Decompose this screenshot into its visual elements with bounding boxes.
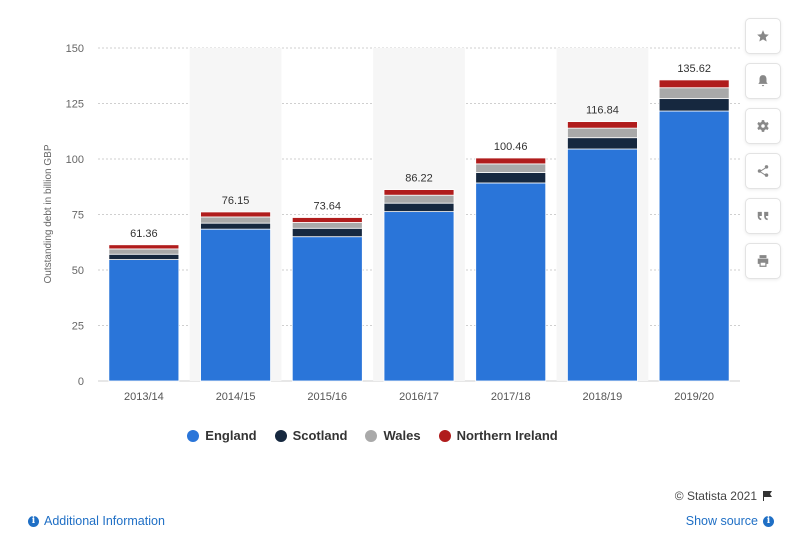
- legend-item-scotland[interactable]: Scotland: [274, 428, 348, 443]
- bar-segment-england[interactable]: [291, 236, 363, 382]
- bar-segment-england[interactable]: [658, 110, 730, 382]
- cite-button[interactable]: [745, 198, 781, 234]
- y-tick-label: 150: [66, 43, 84, 55]
- gear-icon: [757, 120, 769, 132]
- bar-segment-wales[interactable]: [567, 127, 638, 139]
- star-icon: [757, 30, 769, 42]
- legend-item-northern-ireland[interactable]: Northern Ireland: [438, 428, 558, 443]
- x-tick-label: 2016/17: [399, 391, 439, 403]
- total-data-label: 73.64: [314, 201, 342, 213]
- quote-icon: [757, 211, 769, 221]
- legend-item-england[interactable]: England: [187, 428, 257, 443]
- bar-segment-england[interactable]: [475, 182, 547, 382]
- legend-swatch-england: [187, 429, 200, 442]
- legend-label: England: [205, 428, 257, 443]
- x-tick-label: 2013/14: [124, 391, 164, 403]
- show-source-link[interactable]: Show source i: [686, 514, 774, 528]
- bar-segment-northern-ireland[interactable]: [383, 189, 455, 196]
- x-tick-label: 2017/18: [491, 391, 531, 403]
- y-tick-label: 125: [66, 99, 84, 111]
- legend: England Scotland Wales Northern Ireland: [0, 428, 745, 443]
- total-data-label: 100.46: [494, 141, 528, 153]
- credit-text: © Statista 2021: [674, 489, 757, 503]
- bar-segment-scotland[interactable]: [383, 202, 455, 213]
- bar-segment-wales[interactable]: [658, 87, 730, 100]
- bar-segment-scotland[interactable]: [291, 227, 363, 238]
- bar-segment-northern-ireland[interactable]: [200, 211, 271, 218]
- share-icon: [757, 165, 769, 177]
- y-tick-label: 25: [72, 321, 84, 333]
- bar-segment-scotland[interactable]: [200, 222, 271, 230]
- info-icon: i: [28, 515, 39, 527]
- x-tick-label: 2015/16: [307, 391, 347, 403]
- y-tick-label: 50: [72, 265, 84, 277]
- flag-icon: [763, 491, 772, 501]
- bar-segment-scotland[interactable]: [567, 137, 638, 150]
- y-tick-label: 100: [66, 154, 84, 166]
- x-tick-label: 2014/15: [216, 391, 256, 403]
- y-axis-label: Outstanding debt in billion GBP: [43, 144, 54, 283]
- legend-label: Wales: [383, 428, 421, 443]
- total-data-label: 135.62: [677, 63, 711, 75]
- legend-swatch-wales: [365, 429, 378, 442]
- legend-swatch-northern-ireland: [438, 429, 451, 442]
- legend-item-wales[interactable]: Wales: [365, 428, 421, 443]
- statista-credit[interactable]: © Statista 2021: [675, 489, 774, 503]
- notification-button[interactable]: [745, 63, 781, 99]
- bar-segment-wales[interactable]: [475, 163, 547, 173]
- bar-segment-scotland[interactable]: [658, 98, 730, 112]
- bar-segment-northern-ireland[interactable]: [291, 217, 363, 223]
- show-source-label: Show source: [685, 514, 758, 528]
- legend-label: Northern Ireland: [456, 428, 558, 443]
- toolbar: [745, 18, 781, 279]
- bar-segment-england[interactable]: [383, 211, 455, 382]
- bar-segment-scotland[interactable]: [108, 253, 180, 260]
- bar-segment-northern-ireland[interactable]: [475, 157, 547, 165]
- settings-button[interactable]: [745, 108, 781, 144]
- bar-segment-wales[interactable]: [108, 248, 180, 255]
- bar-segment-england[interactable]: [200, 228, 271, 382]
- bar-segment-northern-ireland[interactable]: [108, 244, 180, 250]
- additional-information-link[interactable]: i Additional Information: [28, 514, 165, 528]
- bar-segment-wales[interactable]: [383, 194, 455, 204]
- share-button[interactable]: [745, 153, 781, 189]
- total-data-label: 61.36: [130, 228, 158, 240]
- bar-segment-england[interactable]: [108, 259, 180, 382]
- x-tick-label: 2019/20: [674, 391, 714, 403]
- info-icon: i: [763, 515, 774, 527]
- y-tick-label: 0: [78, 376, 84, 388]
- legend-swatch-scotland: [274, 429, 287, 442]
- bars: [108, 79, 730, 382]
- bell-icon: [758, 75, 768, 87]
- stacked-bar-chart: 0 25 50 75 100 125 150 61.36 2013/14 76.15 2014/15…: [43, 43, 740, 403]
- favorite-button[interactable]: [745, 18, 781, 54]
- total-data-label: 76.15: [222, 195, 250, 207]
- bar-segment-england[interactable]: [567, 148, 638, 382]
- additional-information-label: Additional Information: [44, 514, 165, 528]
- bar-segment-northern-ireland[interactable]: [658, 79, 730, 89]
- total-data-label: 86.22: [405, 173, 433, 185]
- total-data-label: 116.84: [586, 105, 619, 117]
- x-tick-label: 2018/19: [583, 391, 623, 403]
- bar-segment-wales[interactable]: [200, 216, 271, 224]
- bar-segment-northern-ireland[interactable]: [567, 121, 638, 129]
- y-tick-label: 75: [72, 210, 84, 222]
- legend-label: Scotland: [292, 428, 348, 443]
- labels: 0 25 50 75 100 125 150 61.36 2013/14 76.15 2014/15…: [66, 43, 714, 403]
- bar-segment-wales[interactable]: [291, 222, 363, 229]
- print-button[interactable]: [745, 243, 781, 279]
- print-icon: [757, 255, 769, 267]
- bar-segment-scotland[interactable]: [475, 172, 547, 184]
